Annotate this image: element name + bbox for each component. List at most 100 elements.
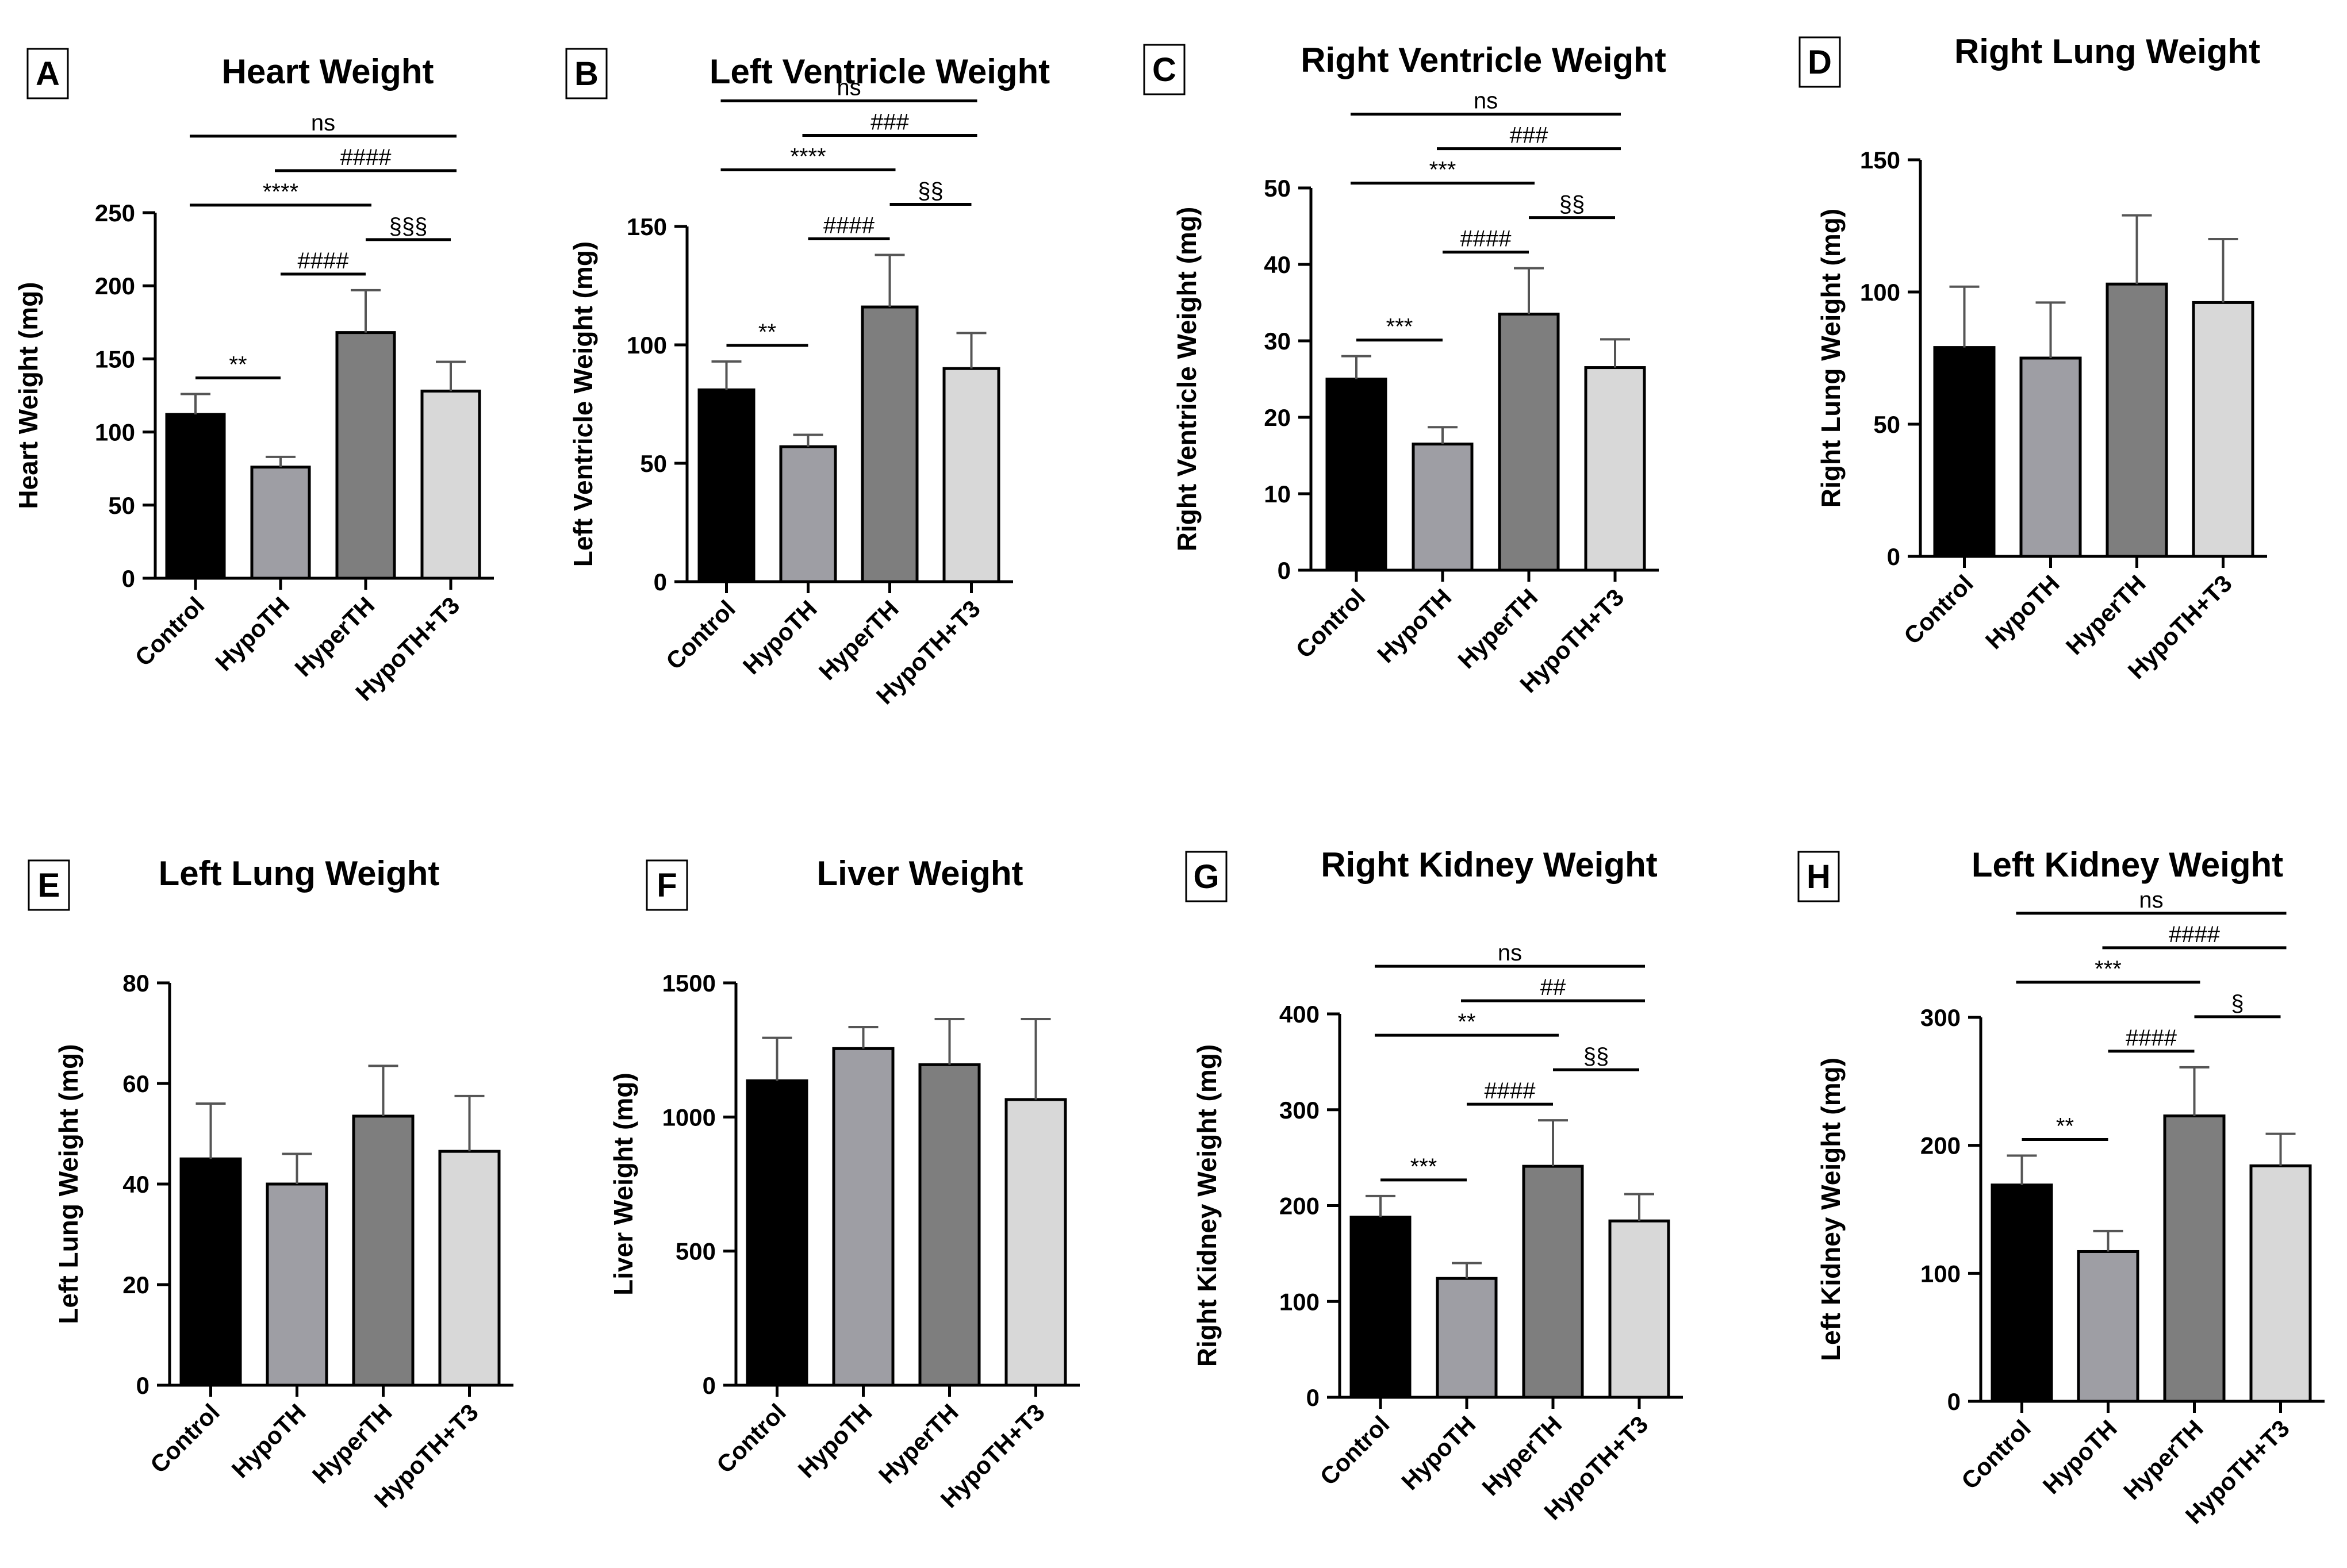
y-tick-label: 100 — [1920, 1260, 1961, 1287]
bar-hypoth-t3 — [420, 389, 481, 580]
chart-title: Liver Weight — [817, 854, 1023, 893]
y-tick-label: 200 — [95, 272, 135, 299]
x-tick-label: Control — [145, 1398, 225, 1478]
chart-panel-b: B Left Ventricle Weight Left Ventricle Wei… — [565, 48, 1050, 709]
x-tick-label: HyperTH — [873, 1398, 964, 1489]
significance-label: §§ — [1583, 1044, 1609, 1069]
bar-hypoth-t3 — [1584, 366, 1646, 572]
y-tick-label: 0 — [122, 565, 135, 592]
x-tick-label: Control — [1315, 1411, 1395, 1490]
significance-label: *** — [1386, 314, 1413, 340]
significance-label: ### — [870, 109, 909, 134]
significance-label: #### — [1460, 226, 1512, 252]
significance-label: §§ — [918, 178, 944, 203]
y-axis-label: Liver Weight (mg) — [608, 1073, 638, 1296]
x-tick-label: HyperTH — [2118, 1415, 2208, 1505]
x-tick-label: HypoTH — [1396, 1411, 1481, 1495]
chart-title: Right Lung Weight — [1954, 32, 2260, 71]
y-tick-label: 150 — [627, 213, 667, 240]
bar-hypoth — [779, 445, 837, 583]
y-axis-label: Right Lung Weight (mg) — [1816, 209, 1846, 508]
significance-label: #### — [823, 213, 875, 238]
y-tick-label: 80 — [122, 970, 149, 997]
bar-hypoth-t3 — [2249, 1164, 2312, 1403]
y-tick-label: 20 — [1264, 404, 1291, 431]
significance-label: ### — [1510, 123, 1548, 148]
significance-label: ** — [229, 352, 247, 377]
panel-letter-box — [26, 48, 69, 99]
y-tick-label: 1500 — [662, 970, 716, 997]
significance-label: #### — [340, 145, 392, 170]
x-tick-label: HypoTH — [738, 595, 822, 679]
bar-hypoth-t3 — [942, 367, 1000, 583]
bar-control — [165, 413, 226, 580]
bar-hyperth — [2163, 1114, 2226, 1403]
bar-control — [1349, 1216, 1412, 1399]
y-tick-label: 250 — [95, 199, 135, 226]
y-tick-label: 50 — [640, 450, 667, 477]
y-axis-label: Left Lung Weight (mg) — [53, 1044, 83, 1324]
y-tick-label: 20 — [122, 1271, 149, 1298]
x-tick-label: HyperTH — [2061, 570, 2151, 660]
significance-label: #### — [298, 248, 350, 274]
x-tick-label: HyperTH — [289, 591, 379, 682]
x-tick-label: HypoTH — [1372, 583, 1456, 668]
x-tick-label: HypoTH — [227, 1398, 311, 1483]
chart-panel-d: D Right Lung Weight Right Lung Weight (mg)… — [1798, 32, 2267, 684]
y-tick-label: 40 — [122, 1171, 149, 1198]
y-tick-label: 40 — [1264, 251, 1291, 278]
chart-panel-c: C Right Ventricle Weight Right Ventricle W… — [1143, 41, 1666, 698]
significance-label: ns — [1474, 89, 1498, 114]
x-tick-label: HypoTH — [210, 591, 294, 676]
x-tick-label: Control — [661, 595, 741, 675]
significance-label: #### — [2169, 922, 2221, 947]
significance-label: ## — [1540, 975, 1566, 1000]
significance-label: ns — [1498, 940, 1522, 966]
y-tick-label: 0 — [1306, 1384, 1320, 1411]
x-tick-label: Control — [1956, 1415, 2036, 1494]
bar-hypoth — [2019, 356, 2082, 558]
panel-letter-box — [646, 859, 688, 911]
bar-hypoth-t3 — [2192, 301, 2254, 558]
x-tick-label: HypoTH — [1980, 570, 2065, 654]
significance-label: *** — [2095, 956, 2122, 982]
y-tick-label: 400 — [1279, 1001, 1320, 1028]
y-axis-label: Right Kidney Weight (mg) — [1192, 1044, 1222, 1367]
bar-control — [697, 388, 756, 583]
panel-letter: B — [574, 55, 599, 93]
y-tick-label: 0 — [1947, 1388, 1961, 1415]
bar-hyperth — [2106, 282, 2168, 558]
bar-hypoth — [1412, 443, 1474, 572]
y-tick-label: 10 — [1264, 481, 1291, 508]
y-tick-label: 0 — [136, 1372, 149, 1399]
significance-label: § — [2231, 991, 2244, 1016]
y-tick-label: 100 — [1860, 279, 1900, 306]
y-axis-label: Right Ventricle Weight (mg) — [1172, 207, 1202, 552]
significance-label: §§ — [1559, 192, 1585, 217]
significance-label: **** — [263, 179, 298, 205]
panel-letter: F — [657, 867, 677, 904]
bar-hyperth — [918, 1063, 981, 1387]
significance-label: *** — [1429, 157, 1456, 183]
x-tick-label: HypoTH — [2038, 1415, 2122, 1499]
bar-hyperth — [335, 331, 396, 580]
bar-hypoth — [1436, 1277, 1498, 1399]
bar-control — [1933, 346, 1996, 558]
bar-control — [746, 1079, 808, 1387]
y-tick-label: 30 — [1264, 328, 1291, 355]
chart-panel-g: G Right Kidney Weight Right Kidney Weight … — [1185, 846, 1683, 1525]
panel-letter-box — [1797, 851, 1840, 902]
bar-hyperth — [1522, 1165, 1584, 1399]
x-tick-label: HyperTH — [1477, 1411, 1567, 1501]
y-axis-label: Heart Weight (mg) — [13, 282, 43, 509]
y-tick-label: 60 — [122, 1070, 149, 1097]
significance-label: ns — [311, 110, 335, 136]
x-tick-label: Control — [1899, 570, 1978, 650]
bar-control — [1991, 1183, 2053, 1403]
bar-control — [1325, 378, 1387, 572]
bar-hyperth — [352, 1114, 415, 1387]
chart-panel-a: A Heart Weight Heart Weight (mg) 0 50 100 150 2… — [13, 48, 494, 706]
y-tick-label: 0 — [1887, 543, 1900, 570]
panel-letter-box — [565, 48, 608, 99]
